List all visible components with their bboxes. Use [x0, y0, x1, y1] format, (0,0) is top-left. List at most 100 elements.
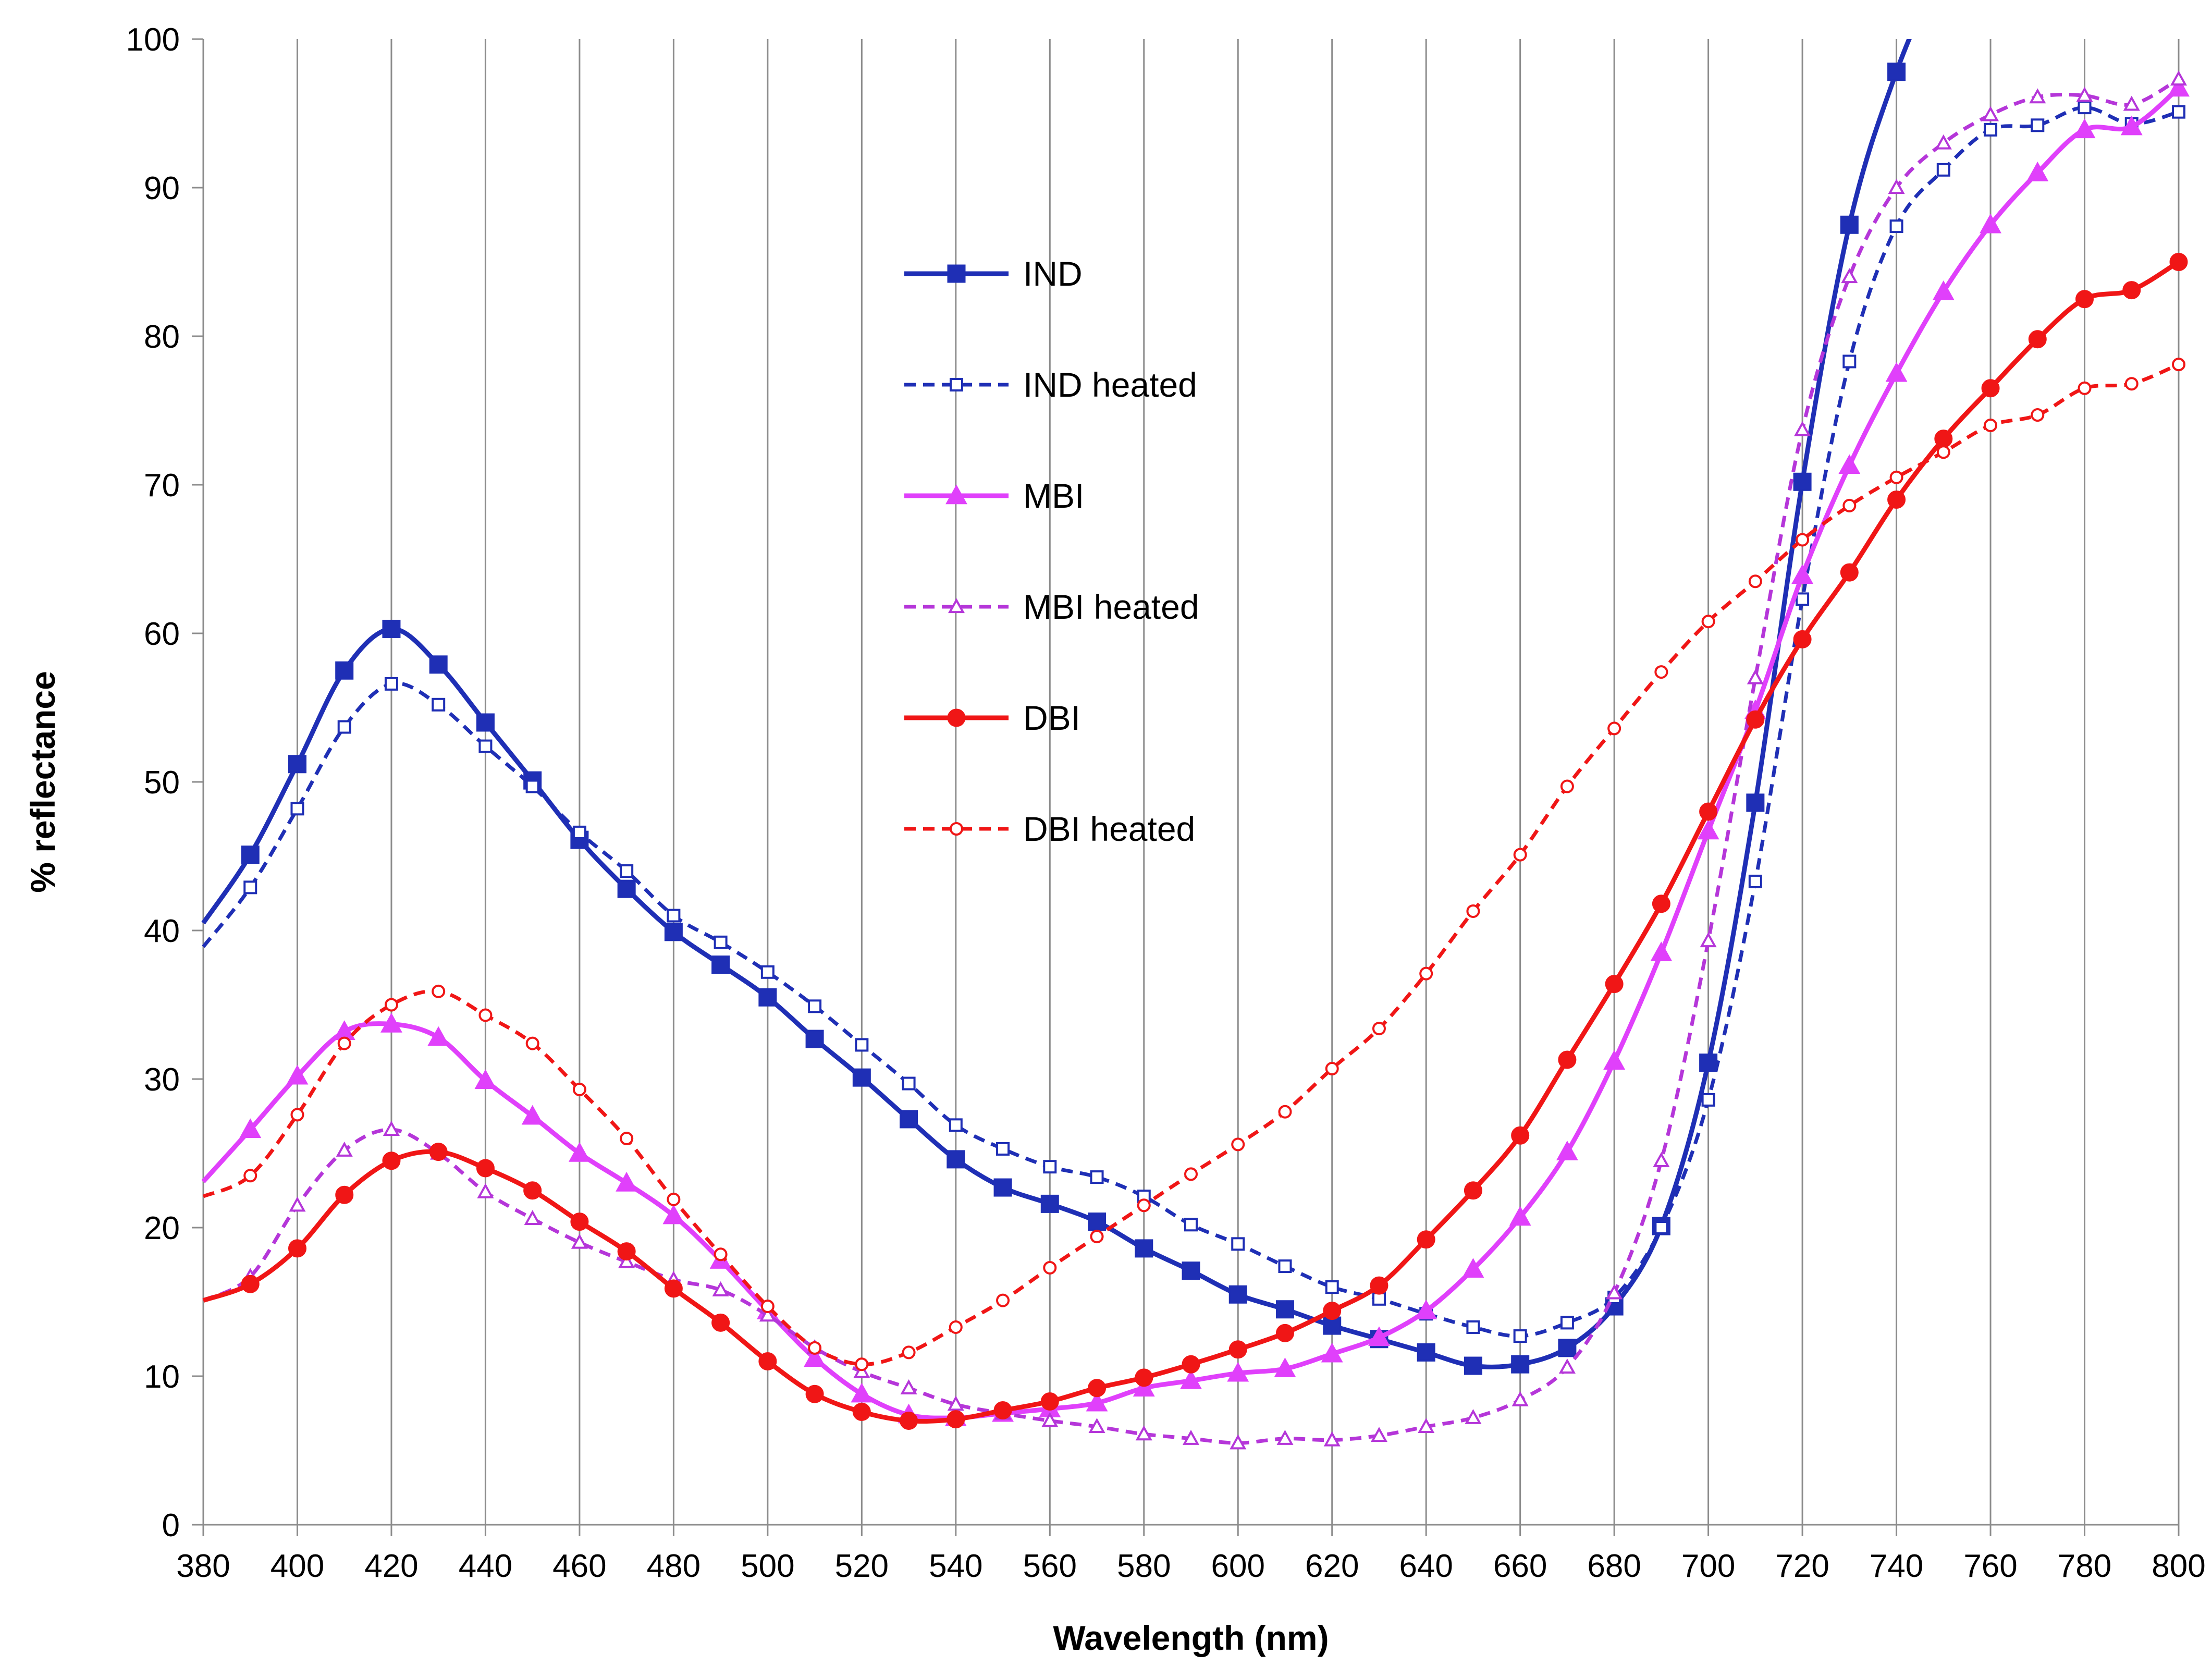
data-point-mbi-heated [1323, 1431, 1341, 1447]
data-point-ind-heated [384, 677, 398, 691]
legend-label-dbi: DBI [1023, 699, 1080, 737]
grid-lines [296, 39, 2180, 1525]
data-point-mbi [1603, 1050, 1626, 1070]
data-point-ind-heated [1325, 1280, 1339, 1294]
data-point-dbi [2028, 330, 2047, 349]
data-point-dbi [2169, 253, 2188, 271]
data-point-dbi [382, 1152, 401, 1170]
data-point-ind [288, 755, 306, 774]
data-point-dbi-heated [714, 1247, 728, 1261]
data-point-mbi-heated [1135, 1425, 1152, 1441]
legend-marker-mbi [945, 484, 967, 505]
data-point-mbi [662, 1204, 685, 1224]
data-point-mbi [616, 1172, 638, 1192]
data-point-ind [1040, 1194, 1059, 1213]
data-point-mbi-heated [1700, 932, 1717, 948]
data-point-ind-heated [2031, 118, 2045, 132]
data-point-dbi-heated [243, 1169, 257, 1183]
data-point-mbi-heated [1794, 421, 1811, 436]
data-point-mbi-heated [1276, 1429, 1294, 1445]
data-point-dbi-heated [1278, 1105, 1292, 1119]
legend-label-mbi: MBI [1023, 476, 1084, 515]
data-point-ind-heated [667, 909, 681, 923]
data-point-ind [1323, 1316, 1342, 1335]
data-point-mbi [1462, 1258, 1484, 1278]
data-point-ind [947, 1150, 965, 1169]
plot-area [201, 39, 2190, 1450]
data-point-dbi-heated [337, 1036, 351, 1050]
x-tick-label: 460 [552, 1548, 606, 1584]
data-point-dbi [2122, 281, 2141, 300]
data-point-mbi [568, 1142, 591, 1162]
data-point-ind-heated [432, 697, 446, 712]
data-point-ind-heated [1513, 1329, 1527, 1343]
y-tick-label: 0 [162, 1508, 180, 1544]
data-point-dbi [1088, 1379, 1107, 1398]
data-point-dbi-heated [525, 1036, 539, 1050]
data-point-mbi-heated [571, 1233, 588, 1249]
data-point-mbi [1368, 1326, 1390, 1346]
data-point-dbi-heated [1701, 615, 1715, 629]
data-point-ind-heated [525, 779, 539, 793]
data-point-dbi [1887, 491, 1906, 509]
data-point-ind [1464, 1356, 1482, 1375]
data-point-mbi [1885, 362, 1908, 382]
data-point-mbi [286, 1064, 309, 1085]
data-point-ind [1699, 1054, 1718, 1072]
data-point-dbi-heated [1748, 574, 1762, 589]
legend-item-mbi: MBI [904, 476, 1084, 515]
data-point-ind [1511, 1355, 1530, 1374]
data-point-mbi-heated [1606, 1284, 1623, 1300]
data-point-dbi [1275, 1324, 1294, 1342]
data-point-mbi-heated [336, 1142, 353, 1157]
data-point-ind-heated [949, 1118, 963, 1132]
data-point-ind-heated [1466, 1320, 1480, 1334]
data-point-dbi [664, 1279, 683, 1298]
x-tick-label: 660 [1493, 1548, 1547, 1584]
data-point-mbi-heated [947, 1395, 964, 1411]
data-point-dbi-heated [996, 1293, 1010, 1307]
x-tick-label: 680 [1587, 1548, 1641, 1584]
data-point-dbi-heated [1842, 498, 1857, 512]
data-point-ind [429, 655, 448, 674]
data-point-mbi-heated [2076, 87, 2093, 102]
data-point-dbi-heated [1090, 1230, 1104, 1244]
data-point-mbi-heated [2123, 95, 2140, 111]
data-point-dbi [617, 1242, 636, 1261]
data-point-dbi [1746, 710, 1765, 729]
data-point-mbi [1791, 564, 1814, 584]
data-point-ind [993, 1178, 1012, 1197]
data-point-dbi-heated [1184, 1167, 1198, 1181]
data-point-dbi [1228, 1340, 1247, 1359]
series-dbi [202, 253, 2188, 1430]
data-point-dbi [476, 1159, 495, 1178]
data-point-ind [1746, 793, 1765, 812]
data-point-dbi [1981, 379, 2000, 398]
data-point-dbi-heated [290, 1108, 304, 1122]
data-point-mbi-heated [477, 1183, 494, 1198]
data-point-mbi-heated [1511, 1391, 1529, 1406]
x-tick-label: 480 [647, 1548, 701, 1584]
data-point-dbi [1840, 563, 1859, 582]
data-point-ind-heated [2172, 105, 2185, 119]
data-point-mbi-heated [1747, 669, 1764, 684]
x-tick-label: 640 [1399, 1548, 1453, 1584]
x-tick-label: 620 [1305, 1548, 1359, 1584]
data-point-mbi-heated [618, 1253, 635, 1268]
legend-marker-dbi-heated [950, 822, 963, 836]
data-point-mbi [427, 1026, 450, 1046]
data-point-mbi [1321, 1342, 1343, 1363]
data-point-dbi [1699, 802, 1718, 821]
data-point-mbi [380, 1013, 402, 1033]
y-tick-label: 30 [144, 1062, 180, 1098]
axes [192, 38, 2180, 1536]
x-tick-labels: 380 400 420 440 460 480 500 520 540 560 580 600 620 6… [176, 1548, 2205, 1584]
data-point-mbi-heated [1888, 179, 1905, 194]
data-point-ind-heated [1043, 1160, 1057, 1174]
data-point-dbi-heated [572, 1082, 586, 1096]
legend-marker-ind [947, 264, 966, 283]
data-point-mbi [1556, 1141, 1578, 1160]
data-point-ind-heated [1842, 354, 1857, 369]
data-point-dbi-heated [855, 1357, 869, 1371]
